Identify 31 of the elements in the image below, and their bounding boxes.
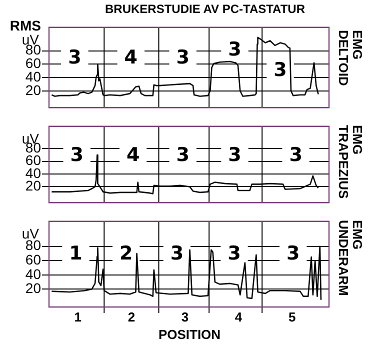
annotation: 3 (170, 242, 184, 264)
annotation: 3 (274, 59, 287, 82)
y2-axis-title: EMG TRAPEZIUS (335, 124, 366, 201)
annotation: 3 (228, 144, 242, 166)
x-axis-title: POSITION (157, 327, 222, 342)
y-tick-label: 20 (25, 280, 42, 296)
text: RMS (10, 17, 41, 34)
y-tick-label: 40 (25, 266, 42, 282)
annotation: 3 (228, 38, 242, 60)
y2-axis-title: EMG DELTOID (335, 29, 366, 88)
annotation: 3 (176, 144, 190, 166)
annotation: 4 (126, 144, 140, 166)
chart-title: BRUKERSTUDIE AV PC-TASTATUR (104, 1, 306, 18)
y-axis-title: uV (22, 225, 40, 242)
annotation: 3 (68, 46, 82, 68)
annotation: 3 (176, 46, 190, 68)
x-tick-label: 2 (128, 309, 136, 324)
y-tick-label: 60 (25, 251, 42, 268)
annotation: 4 (124, 46, 138, 68)
annotation: 3 (286, 242, 300, 264)
x-tick-label: 1 (74, 309, 82, 324)
annotation: 3 (70, 144, 84, 166)
x-tick-label: 4 (234, 309, 243, 324)
annotation: 2 (119, 242, 133, 264)
annotation: 3 (289, 144, 302, 166)
x-tick-label: 5 (288, 309, 296, 324)
y2-axis-title: EMG UNDERARM (335, 219, 366, 298)
annotation: 3 (228, 242, 241, 264)
x-tick-label: 3 (181, 309, 189, 324)
y-tick-label: 20 (25, 82, 42, 98)
annotation: 1 (69, 242, 82, 264)
